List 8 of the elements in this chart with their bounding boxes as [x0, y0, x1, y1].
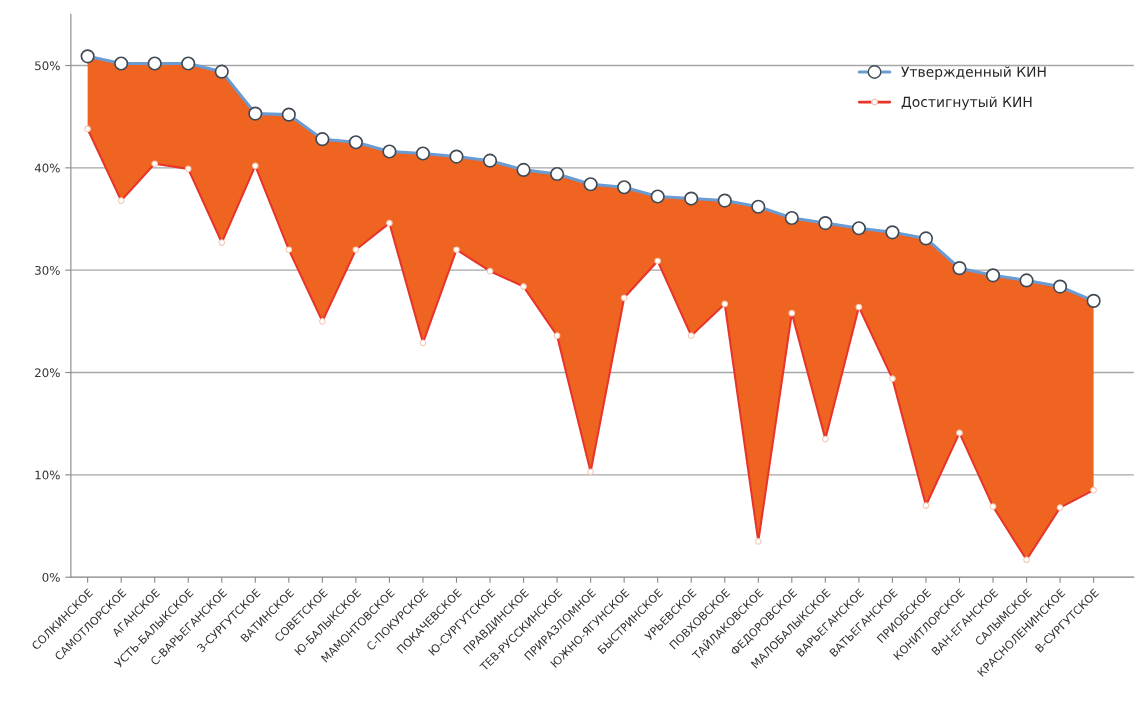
y-tick-label: 0%	[42, 572, 60, 582]
y-tick-label: 50%	[35, 61, 60, 71]
y-tick-label: 10%	[35, 470, 60, 480]
y-tick-label: 40%	[34, 163, 60, 173]
legend-label: Достигнутый КИН	[901, 96, 1032, 110]
legend-label: Утвержденный КИН	[901, 66, 1046, 80]
y-tick-label: 30%	[35, 265, 60, 275]
y-tick-label: 20%	[35, 368, 60, 378]
